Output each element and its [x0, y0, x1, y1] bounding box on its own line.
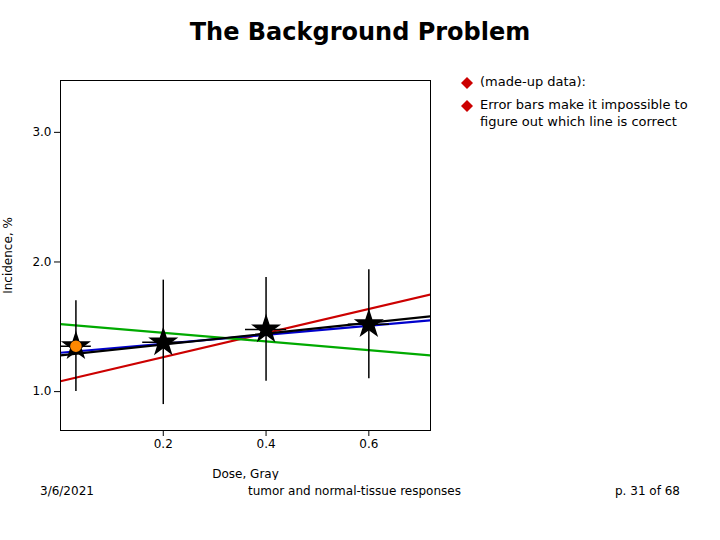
- html-text:(made-up data):: (made-up data):: [480, 74, 586, 89]
- html-text:p. 31 of 68: p. 31 of 68: [615, 484, 680, 498]
- html-text:The Background Problem: The Background Problem: [189, 18, 531, 46]
- svg-text:1.0: 1.0: [32, 384, 51, 398]
- html-text:Error bars make it impossible: Error bars make it impossible to figure …: [480, 96, 688, 129]
- svg-text:3.0: 3.0: [32, 125, 51, 139]
- svg-text:0.2: 0.2: [154, 437, 173, 451]
- html-text:3/6/2021: 3/6/2021: [40, 484, 94, 498]
- svg-text:0.4: 0.4: [257, 437, 276, 451]
- svg-text:0.6: 0.6: [359, 437, 378, 451]
- html-text:tumor and normal-tissue respon: tumor and normal-tissue responses: [248, 484, 461, 498]
- svg-text:Incidence, %: Incidence, %: [1, 217, 15, 294]
- svg-text:2.0: 2.0: [32, 255, 51, 269]
- svg-text:Dose, Gray: Dose, Gray: [212, 467, 279, 481]
